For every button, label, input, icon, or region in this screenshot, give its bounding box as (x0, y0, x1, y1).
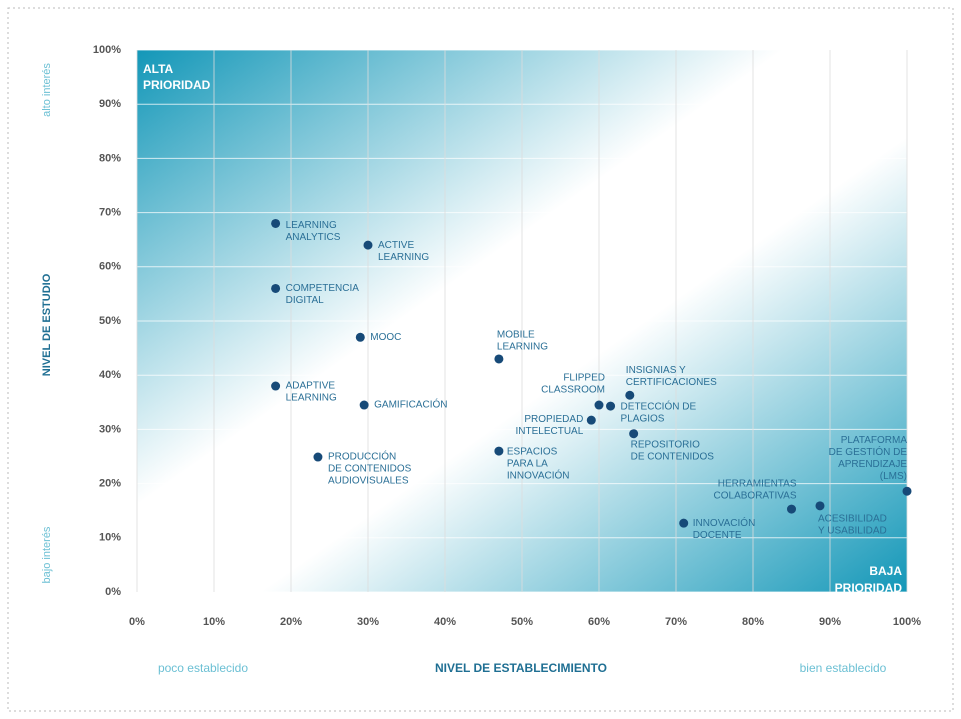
x-tick-label: 90% (819, 616, 841, 628)
x-tick-label: 0% (129, 616, 145, 628)
data-point (271, 218, 281, 228)
point-label: INTELECTUAL (516, 426, 584, 437)
data-point (363, 240, 373, 250)
x-tick-label: 30% (357, 616, 379, 628)
corner-label: PRIORIDAD (835, 581, 903, 595)
x-tick-label: 60% (588, 616, 610, 628)
point-label: INNOVACIÓN (693, 516, 756, 529)
corner-label: ALTA (143, 62, 174, 76)
point-label: GAMIFICACIÓN (374, 398, 447, 411)
y-tick-label: 100% (93, 44, 121, 56)
y-axis-low: bajo interés (41, 526, 53, 583)
data-point (787, 504, 796, 514)
point-label: FLIPPED (563, 373, 605, 384)
frame (7, 7, 954, 712)
y-tick-label: 10% (99, 532, 121, 544)
x-axis-low: poco establecido (158, 661, 248, 675)
y-tick-label: 50% (99, 315, 121, 327)
data-point (355, 332, 365, 342)
x-tick-label: 10% (203, 616, 225, 628)
y-tick-label: 70% (99, 207, 121, 219)
point-label: DIGITAL (286, 295, 325, 306)
point-label: ACESIBILIDAD (818, 513, 887, 524)
x-tick-label: 20% (280, 616, 302, 628)
data-point (679, 518, 689, 528)
point-label: LEARNING (497, 342, 548, 353)
data-point (271, 381, 281, 391)
corner-label: BAJA (869, 564, 902, 578)
point-label: LEARNING (378, 252, 429, 263)
x-tick-label: 40% (434, 616, 456, 628)
point-label: DETECCIÓN DE (621, 400, 697, 413)
y-tick-label: 20% (99, 478, 121, 490)
x-axis-title: NIVEL DE ESTABLECIMIENTO (435, 661, 607, 675)
point-label: DE CONTENIDOS (631, 451, 715, 462)
y-tick-label: 40% (99, 369, 121, 381)
point-label: DOCENTE (693, 530, 742, 541)
data-point (902, 486, 912, 496)
data-point (359, 400, 369, 410)
point-label: PRODUCCIÓN (328, 450, 396, 463)
data-point (313, 452, 323, 462)
data-point (586, 415, 596, 425)
point-label: DE CONTENIDOS (328, 464, 412, 475)
y-axis-title: NIVEL DE ESTUDIO (41, 273, 53, 376)
y-tick-label: 0% (105, 586, 121, 598)
data-point (494, 354, 504, 364)
point-label: COMPETENCIA (286, 283, 360, 294)
x-tick-label: 80% (742, 616, 764, 628)
y-tick-label: 80% (99, 152, 121, 164)
data-point (271, 283, 281, 293)
data-point (815, 501, 825, 511)
point-label: LEARNING (286, 220, 337, 231)
y-tick-label: 90% (99, 98, 121, 110)
point-label: CERTIFICACIONES (626, 377, 717, 388)
point-label: PARA LA (507, 459, 548, 470)
point-label: HERRAMIENTAS (718, 479, 797, 490)
point-label: CLASSROOM (541, 385, 605, 396)
y-tick-label: 30% (99, 423, 121, 435)
point-label: MOBILE (497, 330, 535, 341)
grid (136, 49, 908, 593)
data-point (494, 446, 504, 456)
point-label: AUDIOVISUALES (328, 476, 409, 487)
x-tick-label: 70% (665, 616, 687, 628)
data-point (606, 401, 616, 411)
data-point (594, 400, 604, 410)
x-tick-label: 50% (511, 616, 533, 628)
point-label: INSIGNIAS Y (626, 365, 686, 376)
point-label: DE GESTIÓN DE (829, 445, 908, 458)
x-tick-label: 100% (893, 616, 921, 628)
point-label: ANALYTICS (286, 232, 341, 243)
point-label: PROPIEDAD (524, 414, 583, 425)
point-label: MOOC (370, 332, 401, 343)
point-label: REPOSITORIO (631, 439, 700, 450)
point-label: Y USABILIDAD (818, 525, 887, 536)
point-label: (LMS) (880, 471, 907, 482)
data-point (625, 390, 635, 400)
point-label: ESPACIOS (507, 447, 558, 458)
data-point (629, 429, 639, 439)
point-label: PLATAFORMA (841, 435, 908, 446)
y-axis-high: alto interés (41, 63, 53, 117)
x-axis-high: bien establecido (800, 661, 887, 675)
y-tick-label: 60% (99, 261, 121, 273)
point-label: LEARNING (286, 393, 337, 404)
point-label: COLABORATIVAS (714, 491, 797, 502)
corner-label: PRIORIDAD (143, 78, 211, 92)
point-label: ACTIVE (378, 240, 414, 251)
point-label: ADAPTIVE (286, 381, 336, 392)
point-label: APRENDIZAJE (838, 459, 907, 470)
point-label: PLAGIOS (621, 414, 665, 425)
point-label: INNOVACIÓN (507, 469, 570, 482)
